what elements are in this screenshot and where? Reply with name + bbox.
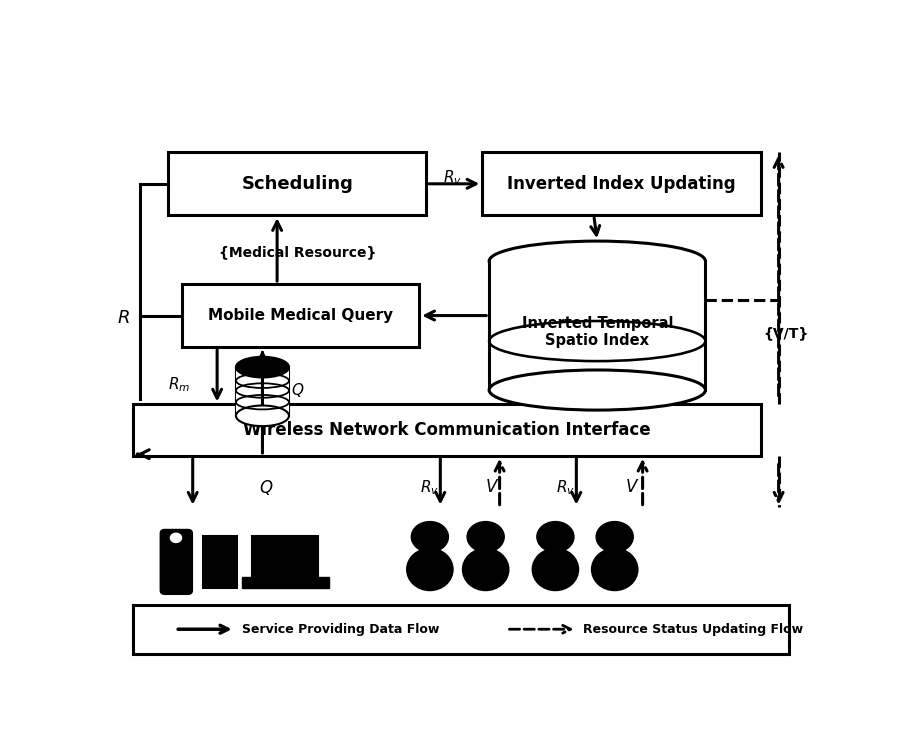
Ellipse shape — [236, 405, 289, 426]
Bar — [252, 536, 319, 579]
Text: $R$: $R$ — [117, 310, 130, 327]
Text: Wireless Network Communication Interface: Wireless Network Communication Interface — [244, 421, 651, 439]
Ellipse shape — [490, 370, 706, 410]
Bar — [241, 577, 328, 588]
Text: Service Providing Data Flow: Service Providing Data Flow — [241, 623, 439, 635]
Text: $Q$: $Q$ — [291, 381, 304, 399]
Text: Resource Status Updating Flow: Resource Status Updating Flow — [583, 623, 804, 635]
Ellipse shape — [532, 548, 580, 591]
Text: {Medical Resource}: {Medical Resource} — [219, 246, 376, 260]
Text: $V$: $V$ — [625, 478, 639, 496]
Text: {V/T}: {V/T} — [763, 326, 808, 340]
Text: $V$: $V$ — [485, 478, 500, 496]
Text: $Q$: $Q$ — [258, 478, 274, 497]
Circle shape — [170, 533, 182, 542]
Bar — [203, 536, 237, 588]
Text: Inverted Temporal
Spatio Index: Inverted Temporal Spatio Index — [521, 316, 673, 348]
Text: $R_v$: $R_v$ — [556, 478, 575, 497]
Ellipse shape — [490, 241, 706, 281]
Bar — [482, 153, 761, 215]
Bar — [236, 367, 289, 416]
Text: $R_v$: $R_v$ — [443, 169, 462, 187]
Bar — [133, 605, 789, 653]
Ellipse shape — [406, 548, 454, 591]
Text: $R_m$: $R_m$ — [167, 375, 190, 394]
Bar — [133, 405, 761, 456]
Ellipse shape — [462, 548, 509, 591]
Text: Inverted Index Updating: Inverted Index Updating — [508, 175, 736, 193]
Text: Mobile Medical Query: Mobile Medical Query — [208, 308, 393, 323]
Bar — [182, 284, 419, 347]
Ellipse shape — [590, 548, 639, 591]
Bar — [168, 153, 427, 215]
FancyBboxPatch shape — [160, 530, 192, 594]
Text: $R_v$: $R_v$ — [420, 478, 439, 497]
Circle shape — [411, 522, 448, 552]
Circle shape — [596, 522, 634, 552]
Text: Scheduling: Scheduling — [241, 175, 354, 193]
Circle shape — [537, 522, 574, 552]
Ellipse shape — [236, 357, 289, 377]
Circle shape — [467, 522, 504, 552]
Bar — [489, 261, 706, 390]
